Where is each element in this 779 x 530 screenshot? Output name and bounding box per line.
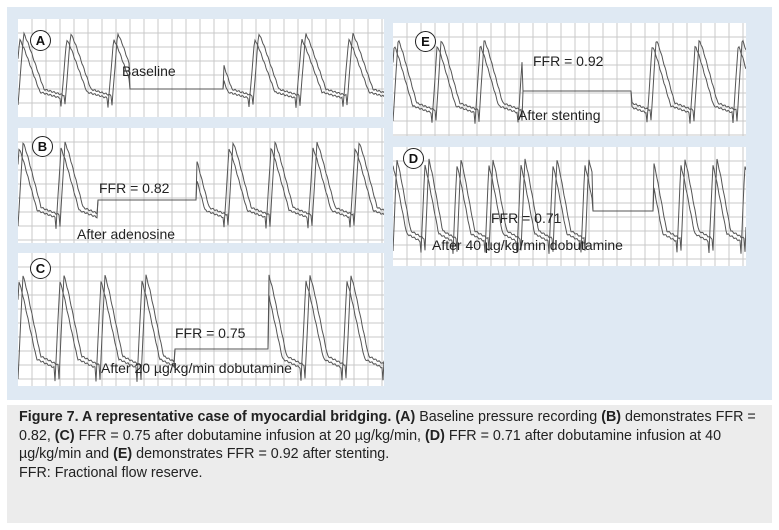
panel-e-letter: E (415, 31, 436, 52)
panel-a-label: Baseline (122, 63, 176, 79)
caption-text-a: Baseline pressure recording (415, 409, 598, 425)
panel-c-trace (18, 253, 384, 386)
caption-title: Figure 7. A representative case of myoca… (19, 409, 392, 425)
panel-a-baseline: A Baseline (18, 19, 384, 117)
pressure-trace-aortic (393, 158, 746, 252)
panel-b-letter: B (32, 136, 53, 157)
caption-abbreviation: FFR: Fractional flow reserve. (19, 464, 203, 481)
caption-ref-a: (A) (395, 409, 416, 425)
panel-d-letter: D (403, 148, 424, 169)
panel-b-ffr: FFR = 0.82 (99, 180, 170, 196)
pressure-trace-distal (18, 147, 384, 229)
panel-b-trace (18, 128, 384, 243)
pressure-trace-distal (393, 164, 746, 254)
caption-text-c: FFR = 0.75 after dobutamine infusion at … (74, 427, 425, 444)
panel-e-ffr: FFR = 0.92 (533, 53, 604, 69)
panel-e-label: After stenting (518, 107, 601, 123)
caption-text-d: FFR = 0.71 after dobutamine infusion at … (19, 427, 722, 463)
caption-text-e: demonstrates FFR = 0.92 after stenting. (132, 446, 390, 462)
panel-c-ffr: FFR = 0.75 (175, 325, 246, 341)
panel-a-letter: A (30, 30, 51, 51)
figure-caption: Figure 7. A representative case of myoca… (7, 405, 772, 523)
panel-c-dobutamine-20: C FFR = 0.75 After 20 µg/kg/min dobutami… (18, 253, 384, 386)
figure-area: A Baseline B FFR = 0.82 After adenosine … (7, 7, 772, 400)
caption-ref-b: (B) (601, 409, 622, 425)
panel-b-adenosine: B FFR = 0.82 After adenosine (18, 128, 384, 243)
pressure-trace-distal (18, 37, 384, 108)
caption-text-b: demonstrates FFR = 0.82, (19, 409, 756, 444)
panel-e-trace (393, 23, 746, 136)
pressure-trace-aortic (18, 140, 384, 227)
caption-ref-e: (E) (113, 446, 133, 462)
pressure-trace-distal (393, 45, 746, 124)
panel-d-dobutamine-40: D FFR = 0.71 After 40 µg/kg/min dobutami… (393, 147, 746, 266)
caption-ref-d: (D) (425, 427, 445, 444)
panel-d-ffr: FFR = 0.71 (491, 210, 562, 226)
panel-a-trace (18, 19, 384, 117)
panel-c-label: After 20 µg/kg/min dobutamine (101, 360, 292, 376)
panel-d-trace (393, 147, 746, 266)
panel-c-letter: C (30, 258, 51, 279)
panel-b-label: After adenosine (77, 226, 176, 242)
pressure-trace-distal (18, 280, 384, 382)
panel-d-label: After 40 µg/kg/min dobutamine (432, 237, 623, 253)
caption-ref-c: (C) (54, 427, 75, 444)
panel-e-stenting: E FFR = 0.92 After stenting (393, 23, 746, 136)
